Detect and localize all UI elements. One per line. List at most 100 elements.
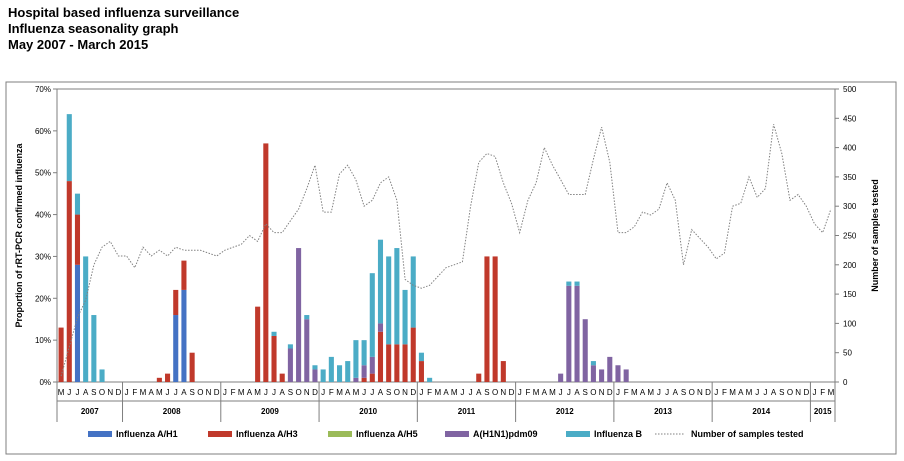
chart-title-block: Hospital based influenza surveillance In… xyxy=(8,5,708,53)
x-tick-label: M xyxy=(254,388,261,397)
bar-influenza-b xyxy=(83,256,89,382)
x-tick-label: A xyxy=(247,388,253,397)
x-tick-label: J xyxy=(755,388,759,397)
y2-tick-label: 100 xyxy=(843,319,857,328)
x-tick-label: M xyxy=(336,388,343,397)
bar-influenza-a-h3 xyxy=(74,214,81,265)
y-tick-label: 20% xyxy=(35,294,51,303)
x-tick-label: J xyxy=(125,388,129,397)
x-tick-label: F xyxy=(722,388,727,397)
x-tick-label: O xyxy=(394,388,400,397)
x-tick-label: M xyxy=(549,388,556,397)
x-tick-label: F xyxy=(231,388,236,397)
bar-influenza-b xyxy=(66,114,72,182)
x-tick-label: M xyxy=(58,388,65,397)
bar-influenza-b xyxy=(345,361,351,382)
chart-title: Hospital based influenza surveillance xyxy=(8,5,240,20)
bar-a-h1n1-pdm09 xyxy=(296,248,302,382)
bar-influenza-b xyxy=(410,256,416,328)
x-tick-label: O xyxy=(689,388,695,397)
bar-influenza-a-h3 xyxy=(369,373,375,382)
y-tick-label: 40% xyxy=(35,211,51,220)
x-tick-label: J xyxy=(763,388,767,397)
x-tick-label: S xyxy=(91,388,96,397)
legend-label: A(H1N1)pdm09 xyxy=(473,429,538,439)
bar-influenza-a-h3 xyxy=(255,306,261,382)
chart-border xyxy=(5,81,897,455)
bar-a-h1n1-pdm09 xyxy=(574,285,580,382)
x-tick-label: M xyxy=(451,388,458,397)
bar-influenza-a-h3 xyxy=(492,256,498,382)
x-tick-label: J xyxy=(518,388,522,397)
y2-tick-label: 300 xyxy=(843,202,857,211)
year-label: 2014 xyxy=(752,407,770,416)
y2-tick-label: 350 xyxy=(843,173,857,182)
x-tick-label: F xyxy=(329,388,334,397)
bar-a-h1n1-pdm09 xyxy=(615,365,621,382)
x-tick-label: A xyxy=(378,388,384,397)
y2-tick-label: 150 xyxy=(843,290,857,299)
bar-influenza-a-h3 xyxy=(189,352,195,382)
x-tick-label: A xyxy=(673,388,679,397)
x-tick-label: N xyxy=(599,388,605,397)
x-tick-label: J xyxy=(362,388,366,397)
y-axis-title: Proportion of rRT-PCR confirmed influenz… xyxy=(14,143,24,328)
x-tick-label: S xyxy=(681,388,686,397)
x-tick-label: M xyxy=(156,388,163,397)
x-tick-label: J xyxy=(75,388,79,397)
year-label: 2008 xyxy=(163,407,181,416)
legend-label: Influenza B xyxy=(594,429,643,439)
x-tick-label: M xyxy=(238,388,245,397)
bar-a-h1n1-pdm09 xyxy=(566,285,572,382)
year-label: 2012 xyxy=(556,407,574,416)
bar-influenza-a-h1 xyxy=(181,289,187,382)
bar-a-h1n1-pdm09 xyxy=(377,323,384,332)
x-tick-label: J xyxy=(469,388,473,397)
y-tick-label: 60% xyxy=(35,127,51,136)
bar-influenza-b xyxy=(312,365,318,370)
x-tick-label: F xyxy=(624,388,629,397)
bar-influenza-a-h3 xyxy=(165,373,171,382)
y2-tick-label: 0 xyxy=(843,378,848,387)
bar-influenza-a-h1 xyxy=(74,264,81,382)
bar-influenza-a-h3 xyxy=(173,289,179,316)
x-tick-label: D xyxy=(312,388,318,397)
x-tick-label: F xyxy=(525,388,530,397)
x-tick-label: N xyxy=(402,388,408,397)
x-tick-label: J xyxy=(419,388,423,397)
bar-influenza-b xyxy=(271,331,277,336)
x-tick-label: M xyxy=(533,388,540,397)
chart-date-range: May 2007 - March 2015 xyxy=(8,37,149,52)
bar-influenza-a-h3 xyxy=(377,331,384,382)
bar-influenza-b xyxy=(361,340,367,366)
bar-influenza-a-h3 xyxy=(410,327,416,382)
y2-axis-title: Number of samples tested xyxy=(870,179,880,292)
x-tick-label: F xyxy=(820,388,825,397)
x-tick-label: A xyxy=(542,388,548,397)
bar-influenza-a-h3 xyxy=(500,361,506,382)
x-tick-label: J xyxy=(166,388,170,397)
bar-influenza-b xyxy=(74,193,81,215)
x-tick-label: F xyxy=(427,388,432,397)
bar-a-h1n1-pdm09 xyxy=(287,348,293,382)
x-tick-label: M xyxy=(140,388,147,397)
y2-tick-label: 250 xyxy=(843,232,857,241)
bar-influenza-b xyxy=(590,361,596,366)
x-tick-label: D xyxy=(509,388,515,397)
bar-a-h1n1-pdm09 xyxy=(582,319,588,382)
x-tick-label: M xyxy=(746,388,753,397)
x-tick-label: M xyxy=(729,388,736,397)
x-tick-label: A xyxy=(738,388,744,397)
bar-influenza-b xyxy=(377,239,384,324)
y-tick-label: 70% xyxy=(35,85,51,94)
x-tick-label: N xyxy=(107,388,113,397)
legend-label: Influenza A/H3 xyxy=(236,429,298,439)
bar-a-h1n1-pdm09 xyxy=(599,369,605,382)
bar-influenza-b xyxy=(91,315,97,382)
x-tick-label: D xyxy=(607,388,613,397)
x-tick-label: S xyxy=(583,388,588,397)
x-tick-label: J xyxy=(714,388,718,397)
bar-influenza-b xyxy=(574,281,580,286)
year-label: 2011 xyxy=(458,407,476,416)
bar-influenza-a-h3 xyxy=(484,256,490,382)
